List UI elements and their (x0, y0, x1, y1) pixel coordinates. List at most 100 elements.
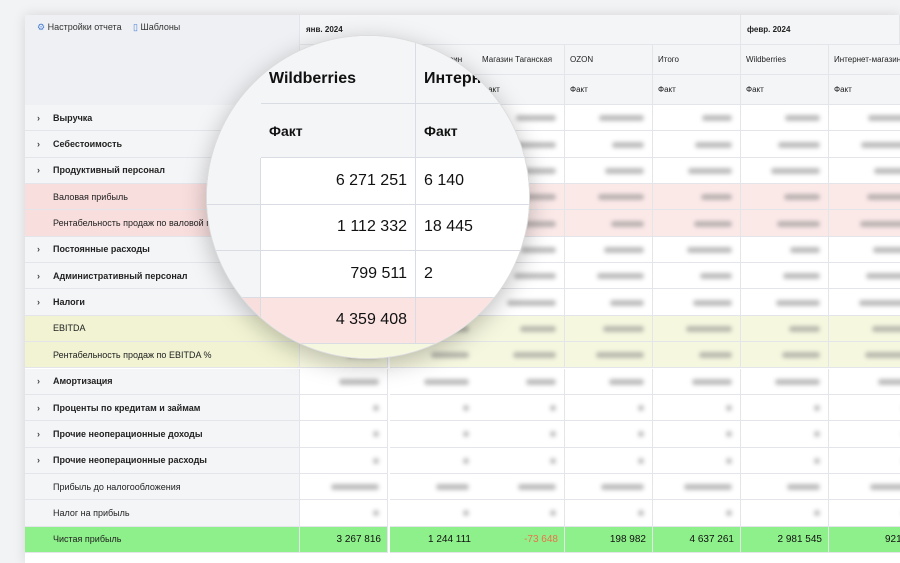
row-label: Проценты по кредитам и займам (53, 402, 201, 413)
mag-cell: 18 445 (416, 204, 529, 251)
row-label: Прочие неоперационные расходы (53, 455, 207, 466)
blurred-value (693, 299, 732, 306)
blurred-value (597, 273, 644, 280)
blurred-value (778, 141, 820, 148)
mag-row-label (207, 204, 261, 251)
blurred-value (702, 115, 732, 122)
expand-arrow[interactable]: › (37, 112, 40, 123)
blurred-value (603, 325, 644, 332)
blurred-value (782, 352, 820, 359)
mag-fact-header: Факт (416, 104, 529, 158)
blurred-value (777, 220, 820, 227)
value: 4 637 261 (689, 533, 735, 545)
blurred-value (599, 115, 644, 122)
expand-arrow[interactable]: › (37, 139, 40, 150)
row-label: Чистая прибыль (53, 534, 122, 545)
value-cell (300, 473, 388, 501)
blurred-value (638, 405, 644, 412)
row-label-cell[interactable]: › Прочие неоперационные доходы (25, 421, 300, 448)
row-label: Прибыль до налогообложения (53, 481, 181, 492)
value-cell (565, 289, 653, 316)
row-label: Налоги (53, 297, 85, 308)
mag-value: 6 271 251 (335, 171, 407, 189)
mag-cell: 1 112 332 (261, 204, 416, 251)
blurred-value (339, 378, 379, 385)
expand-arrow[interactable]: › (37, 244, 40, 255)
templates-button[interactable]: ▯ Шаблоны (133, 22, 180, 33)
row-label-cell[interactable]: › Амортизация (25, 368, 300, 395)
gear-icon: ⚙ (37, 22, 46, 32)
expand-arrow[interactable]: › (37, 297, 40, 308)
value-cell (829, 394, 900, 422)
value-cell (829, 315, 900, 343)
value-cell (653, 500, 741, 527)
blurred-value (814, 431, 820, 438)
blurred-value (518, 484, 556, 491)
value-cell: 921 7 (829, 526, 900, 553)
value-cell (300, 394, 388, 422)
blurred-value (522, 167, 556, 174)
value-cell (829, 263, 900, 290)
blurred-value (610, 299, 644, 306)
mag-cell: 6 271 251 (261, 158, 416, 205)
fact-header: Факт (829, 75, 900, 105)
blurred-value (516, 115, 556, 122)
blurred-value (463, 510, 469, 517)
value-cell (477, 473, 565, 501)
value-cell (829, 473, 900, 501)
blurred-value (507, 299, 556, 306)
value-cell (565, 368, 653, 395)
mag-column-header: Wildberries (261, 36, 416, 104)
blurred-value (526, 378, 556, 385)
settings-button[interactable]: ⚙ Настройки отчета (37, 22, 122, 33)
expand-arrow[interactable]: › (37, 270, 40, 281)
expand-arrow[interactable]: › (37, 428, 40, 439)
row-label-cell[interactable]: › Прочие неоперационные расходы (25, 447, 300, 474)
blurred-value (373, 457, 379, 464)
value-cell (741, 421, 829, 448)
value-cell (829, 131, 900, 158)
value-cell (653, 131, 741, 158)
blurred-value (508, 220, 556, 227)
expand-arrow[interactable]: › (37, 165, 40, 176)
fact-header: Факт (653, 75, 741, 105)
row-label: Административный персонал (53, 270, 188, 281)
row-label-cell: Чистая прибыль (25, 526, 300, 553)
value-cell (653, 289, 741, 316)
blurred-value (331, 484, 379, 491)
value-cell (565, 105, 653, 132)
value: 1 244 111 (427, 533, 471, 545)
expand-arrow[interactable]: › (37, 376, 40, 387)
expand-arrow[interactable]: › (37, 455, 40, 466)
value-cell (565, 447, 653, 474)
blurred-value (611, 220, 644, 227)
mag-fact-header: Факт (261, 104, 416, 158)
value-cell (300, 447, 388, 474)
blurred-value (695, 141, 732, 148)
value-cell (829, 184, 900, 211)
blurred-value (790, 246, 820, 253)
value: 3 267 816 (336, 533, 382, 545)
blurred-value (550, 457, 556, 464)
value-cell (390, 368, 478, 395)
blurred-value (785, 115, 820, 122)
blurred-value (814, 457, 820, 464)
value: 198 982 (609, 533, 646, 545)
row-label: Рентабельность продаж по валовой прибыли… (53, 218, 254, 229)
blurred-value (373, 431, 379, 438)
blurred-value (866, 273, 900, 280)
expand-arrow[interactable]: › (37, 402, 40, 413)
value-cell (741, 447, 829, 474)
value-cell (653, 105, 741, 132)
value-cell (390, 447, 478, 474)
row-label: Постоянные расходы (53, 244, 150, 255)
fact-header: Факт (565, 75, 653, 105)
mag-value: 1 112 332 (337, 218, 407, 236)
value-cell (565, 131, 653, 158)
value-cell (741, 315, 829, 343)
blurred-value (598, 194, 644, 201)
value-cell: 4 637 261 (653, 526, 741, 553)
value-cell (653, 394, 741, 422)
value-cell (390, 473, 478, 501)
row-label-cell[interactable]: › Проценты по кредитам и займам (25, 394, 300, 422)
